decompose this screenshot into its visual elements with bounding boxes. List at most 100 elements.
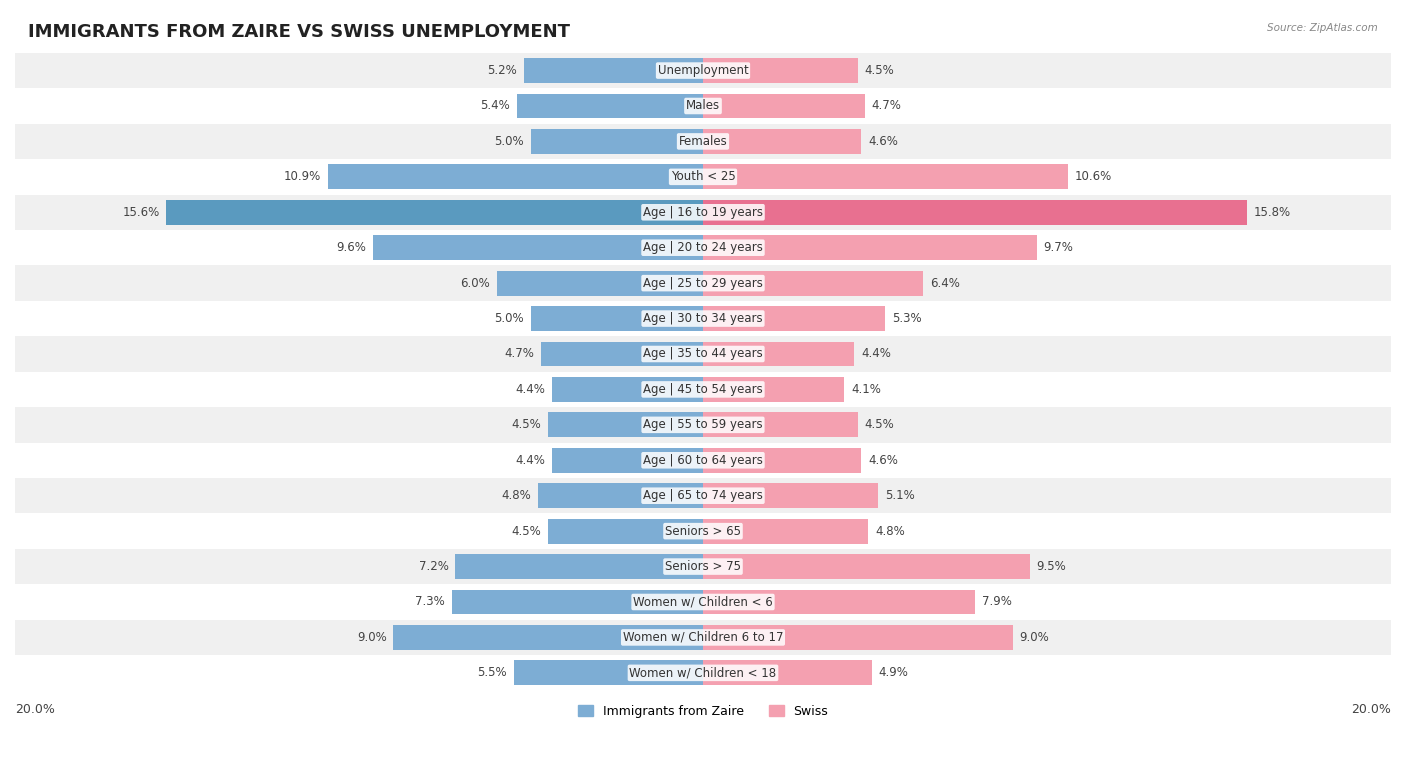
Text: 7.9%: 7.9% bbox=[981, 596, 1011, 609]
Text: Males: Males bbox=[686, 99, 720, 113]
Bar bbox=[551, 448, 703, 472]
Text: Women w/ Children < 18: Women w/ Children < 18 bbox=[630, 666, 776, 679]
Text: Age | 55 to 59 years: Age | 55 to 59 years bbox=[643, 419, 763, 431]
Bar bbox=[328, 164, 703, 189]
Text: Age | 25 to 29 years: Age | 25 to 29 years bbox=[643, 276, 763, 290]
Text: 9.0%: 9.0% bbox=[1019, 631, 1049, 644]
Text: 10.9%: 10.9% bbox=[284, 170, 321, 183]
Text: 4.5%: 4.5% bbox=[512, 525, 541, 537]
Text: 15.8%: 15.8% bbox=[1253, 206, 1291, 219]
Bar bbox=[703, 94, 865, 118]
Text: 5.5%: 5.5% bbox=[477, 666, 508, 679]
Text: 15.6%: 15.6% bbox=[122, 206, 159, 219]
Text: Seniors > 75: Seniors > 75 bbox=[665, 560, 741, 573]
Bar bbox=[166, 200, 703, 225]
Bar bbox=[548, 413, 703, 438]
Bar bbox=[451, 590, 703, 615]
Text: 9.6%: 9.6% bbox=[336, 241, 366, 254]
Text: 4.6%: 4.6% bbox=[868, 135, 898, 148]
Text: 4.8%: 4.8% bbox=[502, 489, 531, 502]
Bar bbox=[703, 590, 974, 615]
Text: 4.4%: 4.4% bbox=[862, 347, 891, 360]
Bar bbox=[15, 53, 1391, 89]
Text: 4.7%: 4.7% bbox=[872, 99, 901, 113]
Bar bbox=[703, 660, 872, 685]
Bar bbox=[373, 235, 703, 260]
Bar bbox=[394, 625, 703, 650]
Bar bbox=[703, 306, 886, 331]
Bar bbox=[15, 266, 1391, 301]
Text: Source: ZipAtlas.com: Source: ZipAtlas.com bbox=[1267, 23, 1378, 33]
Bar bbox=[15, 159, 1391, 195]
Text: 4.4%: 4.4% bbox=[515, 383, 544, 396]
Bar bbox=[703, 377, 844, 402]
Bar bbox=[456, 554, 703, 579]
Text: Age | 45 to 54 years: Age | 45 to 54 years bbox=[643, 383, 763, 396]
Bar bbox=[703, 483, 879, 508]
Text: 5.3%: 5.3% bbox=[893, 312, 922, 325]
Text: Age | 65 to 74 years: Age | 65 to 74 years bbox=[643, 489, 763, 502]
Text: 9.0%: 9.0% bbox=[357, 631, 387, 644]
Bar bbox=[703, 413, 858, 438]
Bar bbox=[15, 478, 1391, 513]
Bar bbox=[15, 620, 1391, 655]
Bar bbox=[15, 407, 1391, 443]
Text: Youth < 25: Youth < 25 bbox=[671, 170, 735, 183]
Bar bbox=[703, 341, 855, 366]
Text: 6.4%: 6.4% bbox=[929, 276, 960, 290]
Text: 9.7%: 9.7% bbox=[1043, 241, 1073, 254]
Text: Women w/ Children 6 to 17: Women w/ Children 6 to 17 bbox=[623, 631, 783, 644]
Text: 4.9%: 4.9% bbox=[879, 666, 908, 679]
Bar bbox=[15, 443, 1391, 478]
Bar bbox=[15, 513, 1391, 549]
Bar bbox=[15, 230, 1391, 266]
Text: Age | 20 to 24 years: Age | 20 to 24 years bbox=[643, 241, 763, 254]
Text: IMMIGRANTS FROM ZAIRE VS SWISS UNEMPLOYMENT: IMMIGRANTS FROM ZAIRE VS SWISS UNEMPLOYM… bbox=[28, 23, 569, 41]
Text: 5.0%: 5.0% bbox=[495, 135, 524, 148]
Bar bbox=[538, 483, 703, 508]
Text: 10.6%: 10.6% bbox=[1074, 170, 1112, 183]
Text: 9.5%: 9.5% bbox=[1036, 560, 1066, 573]
Text: 4.6%: 4.6% bbox=[868, 453, 898, 467]
Text: Unemployment: Unemployment bbox=[658, 64, 748, 77]
Text: Females: Females bbox=[679, 135, 727, 148]
Bar bbox=[15, 195, 1391, 230]
Bar bbox=[531, 306, 703, 331]
Text: Women w/ Children < 6: Women w/ Children < 6 bbox=[633, 596, 773, 609]
Bar bbox=[703, 129, 862, 154]
Text: 4.5%: 4.5% bbox=[865, 64, 894, 77]
Bar bbox=[551, 377, 703, 402]
Text: 4.1%: 4.1% bbox=[851, 383, 880, 396]
Text: 5.2%: 5.2% bbox=[488, 64, 517, 77]
Text: 4.8%: 4.8% bbox=[875, 525, 904, 537]
Text: 6.0%: 6.0% bbox=[460, 276, 489, 290]
Bar bbox=[517, 94, 703, 118]
Bar bbox=[15, 372, 1391, 407]
Text: 5.0%: 5.0% bbox=[495, 312, 524, 325]
Bar bbox=[513, 660, 703, 685]
Text: 4.5%: 4.5% bbox=[512, 419, 541, 431]
Bar bbox=[703, 200, 1247, 225]
Text: 20.0%: 20.0% bbox=[1351, 703, 1391, 716]
Bar bbox=[15, 336, 1391, 372]
Bar bbox=[703, 164, 1067, 189]
Bar bbox=[703, 625, 1012, 650]
Bar bbox=[15, 301, 1391, 336]
Text: 5.4%: 5.4% bbox=[481, 99, 510, 113]
Text: Age | 30 to 34 years: Age | 30 to 34 years bbox=[643, 312, 763, 325]
Bar bbox=[703, 554, 1029, 579]
Bar bbox=[703, 448, 862, 472]
Text: 5.1%: 5.1% bbox=[886, 489, 915, 502]
Bar bbox=[15, 89, 1391, 123]
Legend: Immigrants from Zaire, Swiss: Immigrants from Zaire, Swiss bbox=[572, 699, 834, 723]
Bar bbox=[15, 655, 1391, 690]
Text: 4.7%: 4.7% bbox=[505, 347, 534, 360]
Bar bbox=[703, 235, 1036, 260]
Text: Seniors > 65: Seniors > 65 bbox=[665, 525, 741, 537]
Bar bbox=[541, 341, 703, 366]
Text: 4.4%: 4.4% bbox=[515, 453, 544, 467]
Bar bbox=[15, 549, 1391, 584]
Bar bbox=[531, 129, 703, 154]
Bar bbox=[548, 519, 703, 544]
Bar bbox=[703, 58, 858, 83]
